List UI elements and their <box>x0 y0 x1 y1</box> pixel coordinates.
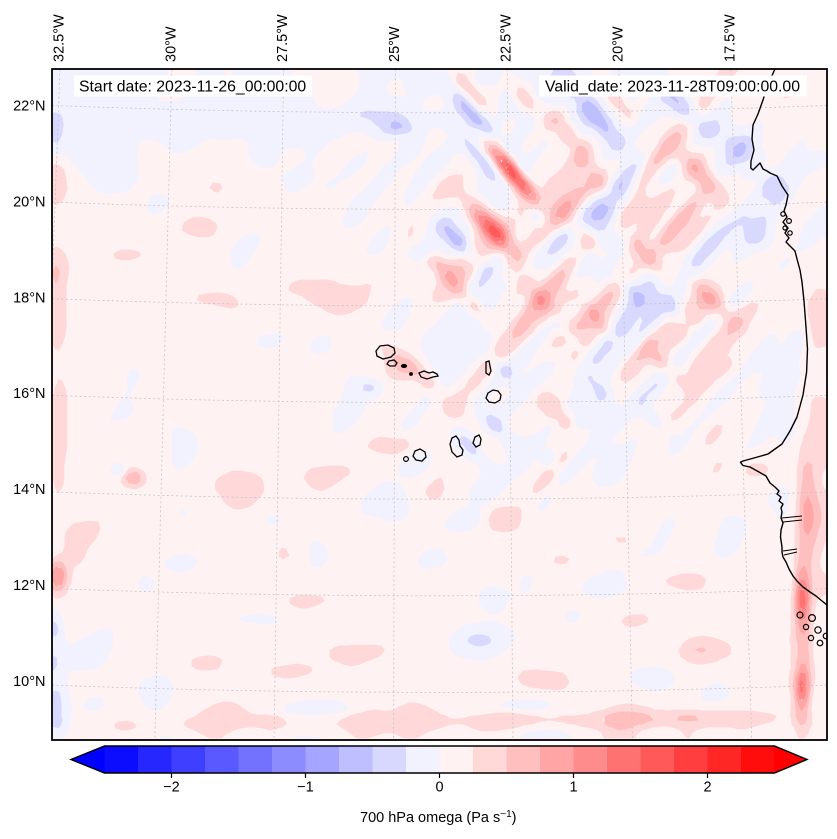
svg-text:14°N: 14°N <box>13 482 45 498</box>
svg-text:25°W: 25°W <box>387 26 403 62</box>
svg-text:20°N: 20°N <box>13 194 45 210</box>
svg-text:2: 2 <box>703 780 711 796</box>
svg-text:16°N: 16°N <box>13 386 45 402</box>
svg-text:Start date: 2023-11-26_00:00:0: Start date: 2023-11-26_00:00:00 <box>79 79 306 96</box>
svg-text:Valid_date: 2023-11-28T09:00:0: Valid_date: 2023-11-28T09:00:00.00 <box>545 79 800 96</box>
svg-text:20°W: 20°W <box>611 26 627 62</box>
svg-text:17.5°W: 17.5°W <box>722 14 738 62</box>
svg-text:32.5°W: 32.5°W <box>52 14 68 62</box>
svg-text:18°N: 18°N <box>13 290 45 306</box>
svg-text:27.5°W: 27.5°W <box>275 14 291 62</box>
svg-text:1: 1 <box>569 780 577 796</box>
svg-text:12°N: 12°N <box>13 578 45 594</box>
svg-text:0: 0 <box>435 780 443 796</box>
svg-text:10°N: 10°N <box>13 674 45 690</box>
svg-text:22°N: 22°N <box>13 99 45 115</box>
svg-text:−1: −1 <box>297 780 314 796</box>
svg-text:30°W: 30°W <box>163 26 179 62</box>
svg-text:700 hPa omega (Pa s−1): 700 hPa omega (Pa s−1) <box>360 809 517 826</box>
svg-text:22.5°W: 22.5°W <box>499 14 515 62</box>
svg-text:−2: −2 <box>163 780 180 796</box>
